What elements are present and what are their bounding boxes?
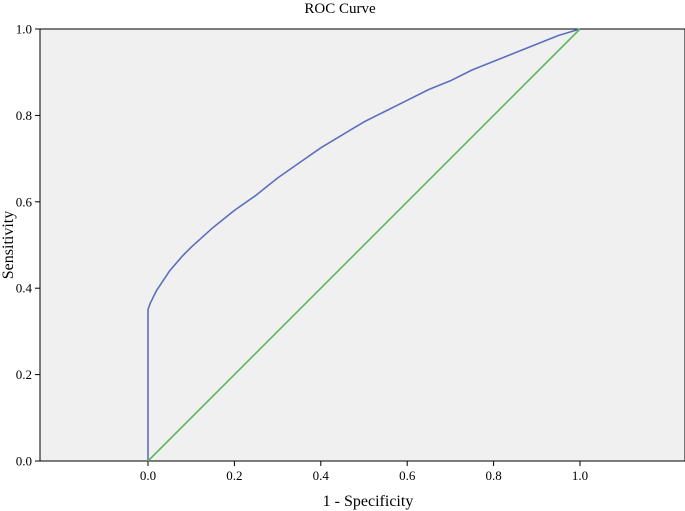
x-tick-label: 0.4 [313, 468, 330, 483]
y-axis-label: Sensitivity [0, 211, 17, 279]
x-tick-label: 0.8 [485, 468, 501, 483]
reference-line [147, 28, 581, 462]
x-tick-label: 0.0 [140, 468, 156, 483]
y-tick-label: 0.0 [16, 454, 32, 469]
y-tick-label: 0.4 [16, 281, 33, 296]
plot-area [39, 28, 685, 462]
y-tick-label: 1.0 [16, 22, 32, 37]
x-tick-label: 1.0 [572, 468, 588, 483]
x-tick-label: 0.2 [226, 468, 242, 483]
x-axis-label: 1 - Specificity [323, 493, 414, 510]
y-tick-label: 0.8 [16, 108, 32, 123]
x-tick-label: 0.6 [399, 468, 416, 483]
axis-ticks: 0.0 0.2 0.4 0.6 0.8 1.0 0.0 0.2 0.4 0.6 0.8 1.0 [16, 22, 588, 484]
roc-curve-line [147, 28, 581, 461]
y-tick-label: 0.6 [16, 194, 33, 209]
chart-title: ROC Curve [304, 1, 376, 17]
y-tick-label: 0.2 [16, 367, 32, 382]
series-group [147, 28, 581, 462]
